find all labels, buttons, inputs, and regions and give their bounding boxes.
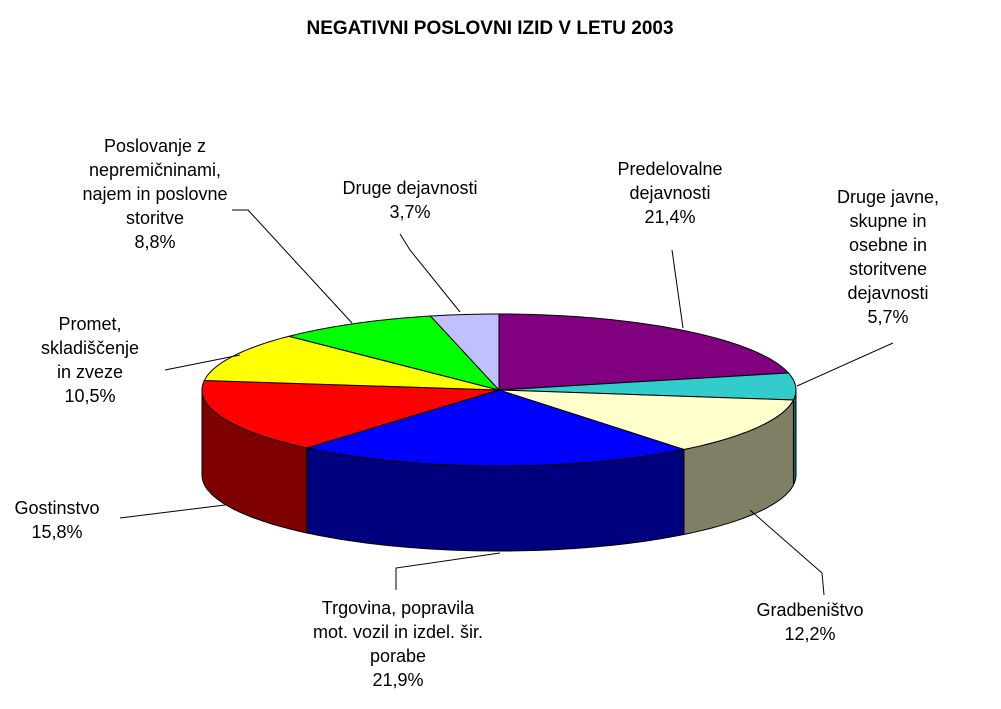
slice-label: Gradbeništvo 12,2% — [756, 598, 863, 646]
value-label: 15,8% — [31, 522, 83, 542]
leader-line — [164, 354, 241, 371]
value-label: 8,8% — [134, 232, 176, 252]
slice — [498, 389, 795, 450]
slice-label: Gostinstvo 15,8% — [14, 496, 99, 544]
slice — [288, 315, 501, 391]
category-label: Gradbeništvo — [756, 600, 864, 620]
leader-line — [232, 209, 353, 324]
leader-line — [399, 233, 461, 313]
category-label: Druge dejavnosti — [342, 178, 478, 198]
slice — [201, 379, 500, 449]
value-label: 3,7% — [389, 202, 431, 222]
category-label: Trgovina, popravila mot. vozil in izdel.… — [312, 598, 484, 666]
value-label: 21,4% — [644, 207, 696, 227]
slice — [498, 313, 790, 391]
slice — [498, 372, 797, 401]
slice-label: Druge javne, skupne in osebne in storitv… — [832, 185, 945, 329]
category-label: Gostinstvo — [14, 498, 100, 518]
slice — [306, 389, 686, 467]
leader-line — [749, 509, 825, 596]
chart-title: NEGATIVNI POSLOVNI IZID V LETU 2003 — [306, 18, 674, 39]
value-label: 5,7% — [867, 307, 909, 327]
slice-label: Predelovalne dejavnosti 21,4% — [617, 157, 722, 229]
value-label: 10,5% — [64, 386, 116, 406]
slice-label: Promet, skladiščenje in zveze 10,5% — [41, 312, 139, 408]
category-label: Predelovalne dejavnosti — [617, 159, 723, 203]
slice-label: Trgovina, popravila mot. vozil in izdel.… — [313, 596, 483, 692]
category-label: Promet, skladiščenje in zveze — [40, 314, 140, 382]
leader-line — [796, 342, 894, 387]
leader-line — [671, 249, 684, 329]
slice-label: Poslovanje z nepremičninami, najem in po… — [82, 134, 227, 254]
category-label: Poslovanje z nepremičninami, najem in po… — [82, 136, 228, 228]
leader-line — [119, 504, 226, 519]
category-label: Druge javne, skupne in osebne in storitv… — [836, 187, 940, 303]
slice — [429, 313, 500, 392]
leader-line — [395, 552, 501, 590]
slice-label: Druge dejavnosti 3,7% — [342, 176, 477, 224]
value-label: 12,2% — [784, 624, 836, 644]
value-label: 21,9% — [372, 670, 424, 690]
